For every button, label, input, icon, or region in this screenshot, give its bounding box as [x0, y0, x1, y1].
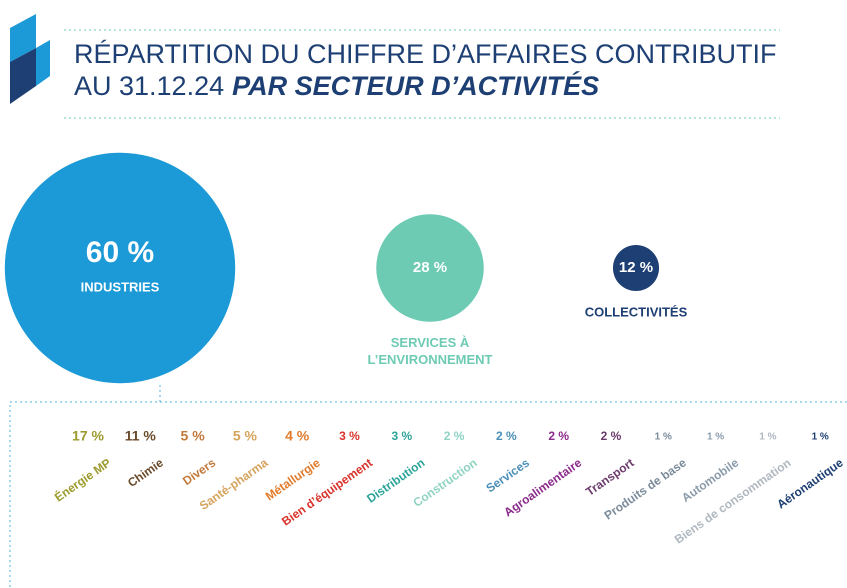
- bubble-value: 28 %: [413, 259, 447, 276]
- title-line: AU 31.12.24 PAR SECTEUR D’ACTIVITÉS: [74, 70, 599, 101]
- segment-value: 2 %: [444, 429, 465, 443]
- bubble-label-line: L’ENVIRONNEMENT: [368, 352, 493, 367]
- segment-value: 2 %: [548, 429, 569, 443]
- segment-name: Divers: [180, 455, 218, 488]
- segment-value: 1 %: [655, 432, 672, 443]
- segment-value: 17 %: [72, 428, 104, 444]
- segment-value: 1 %: [707, 432, 724, 443]
- title-line: RÉPARTITION DU CHIFFRE D’AFFAIRES CONTRI…: [74, 39, 777, 69]
- segment-name: Chimie: [125, 455, 166, 490]
- bubble-label: INDUSTRIES: [81, 279, 160, 294]
- segment-name: Bien d’équipement: [279, 456, 375, 529]
- segment-value: 2 %: [601, 429, 622, 443]
- segment-name: Services: [483, 455, 532, 495]
- segment-value: 3 %: [339, 429, 360, 443]
- segment-value: 3 %: [391, 429, 412, 443]
- segment-value: 2 %: [496, 429, 517, 443]
- title-date: AU 31.12.24: [74, 71, 224, 101]
- bubble-label: COLLECTIVITÉS: [585, 304, 688, 319]
- bubble-label-line: SERVICES À: [391, 335, 470, 350]
- segment-value: 4 %: [285, 428, 310, 444]
- bubble: [376, 214, 484, 322]
- title-emphasis: PAR SECTEUR D’ACTIVITÉS: [232, 70, 599, 101]
- bubble-value: 12 %: [619, 259, 653, 276]
- segment-value: 5 %: [233, 428, 258, 444]
- bubble-label: SERVICES À L’ENVIRONNEMENT: [368, 335, 493, 367]
- segment-value: 1 %: [812, 432, 829, 443]
- segment-value: 5 %: [181, 428, 206, 444]
- segment-value: 11 %: [125, 428, 157, 444]
- bubble: [4, 152, 236, 384]
- logo: [10, 14, 50, 104]
- segment-name: Énergie MP: [51, 455, 113, 505]
- segment-value: 1 %: [759, 432, 776, 443]
- breakdown-frame: [9, 385, 847, 588]
- bubble: [612, 244, 660, 292]
- bubble-value: 60 %: [86, 236, 154, 269]
